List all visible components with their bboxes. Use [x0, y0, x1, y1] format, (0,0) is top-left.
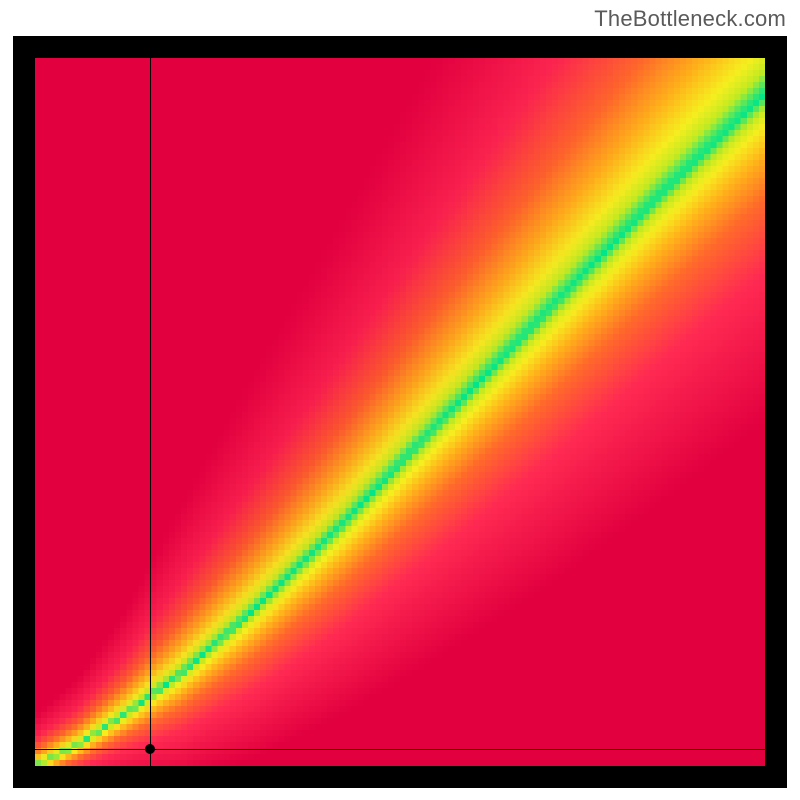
plot-area	[35, 58, 765, 766]
watermark-text: TheBottleneck.com	[594, 6, 786, 32]
crosshair-vertical	[150, 58, 151, 766]
heatmap-canvas	[35, 58, 765, 766]
crosshair-marker	[145, 744, 155, 754]
